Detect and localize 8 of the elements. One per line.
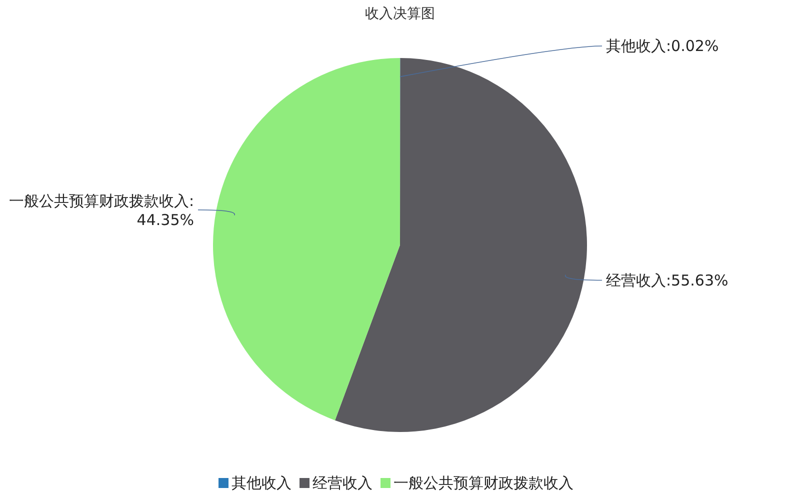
text: 44.35% (136, 210, 194, 229)
legend-label: 一般公共预算财政拨款收入 (394, 474, 574, 492)
category-label: 经营收入:55.63% (606, 271, 728, 290)
chart-title: 收入决算图 (365, 6, 435, 22)
legend-label: 经营收入 (312, 474, 372, 492)
category-label: 一般公共预算财政拨款收入: (8, 192, 194, 210)
legend-label: 其他收入 (232, 474, 292, 492)
category-label: 其他收入:0.02% (606, 37, 719, 55)
